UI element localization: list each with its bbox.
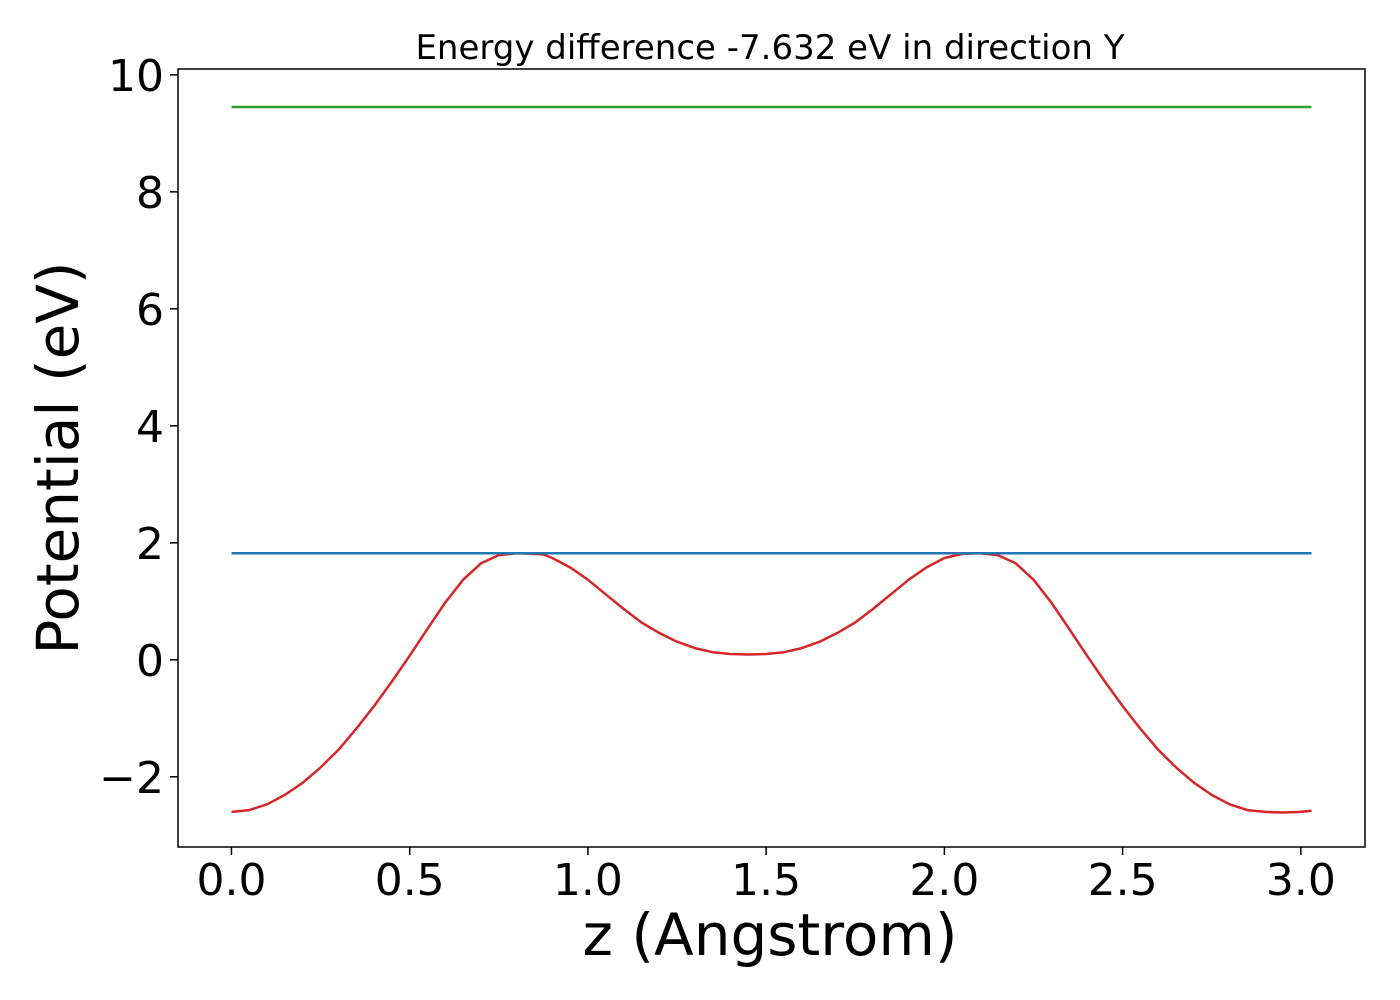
series-line-0 bbox=[231, 552, 1312, 814]
y-tick-label: 4 bbox=[136, 402, 164, 453]
y-axis-label: Potential (eV) bbox=[24, 261, 92, 654]
x-tick-label: 1.0 bbox=[553, 855, 623, 906]
x-tick-label: 1.5 bbox=[731, 855, 801, 906]
plot-frame bbox=[177, 68, 1366, 848]
x-tick-label: 2.5 bbox=[1088, 855, 1158, 906]
y-tick-label: −2 bbox=[99, 753, 164, 804]
x-tick-label: 2.0 bbox=[909, 855, 979, 906]
x-tick-label: 3.0 bbox=[1266, 855, 1336, 906]
x-tick-label: 0.0 bbox=[196, 855, 266, 906]
y-tick-label: 0 bbox=[136, 636, 164, 687]
y-axis: −2 0 2 4 6 8 10 bbox=[99, 51, 178, 804]
chart-title: Energy difference -7.632 eV in direction… bbox=[415, 28, 1124, 68]
y-tick-label: 2 bbox=[136, 519, 164, 570]
series-layer bbox=[231, 105, 1312, 814]
x-axis: 0.0 0.5 1.0 1.5 2.0 2.5 3.0 bbox=[196, 847, 1336, 906]
x-axis-label: z (Angstrom) bbox=[583, 901, 958, 969]
y-tick-label: 10 bbox=[108, 51, 164, 102]
x-tick-label: 0.5 bbox=[375, 855, 445, 906]
y-tick-label: 6 bbox=[136, 285, 164, 336]
y-tick-label: 8 bbox=[136, 168, 164, 219]
